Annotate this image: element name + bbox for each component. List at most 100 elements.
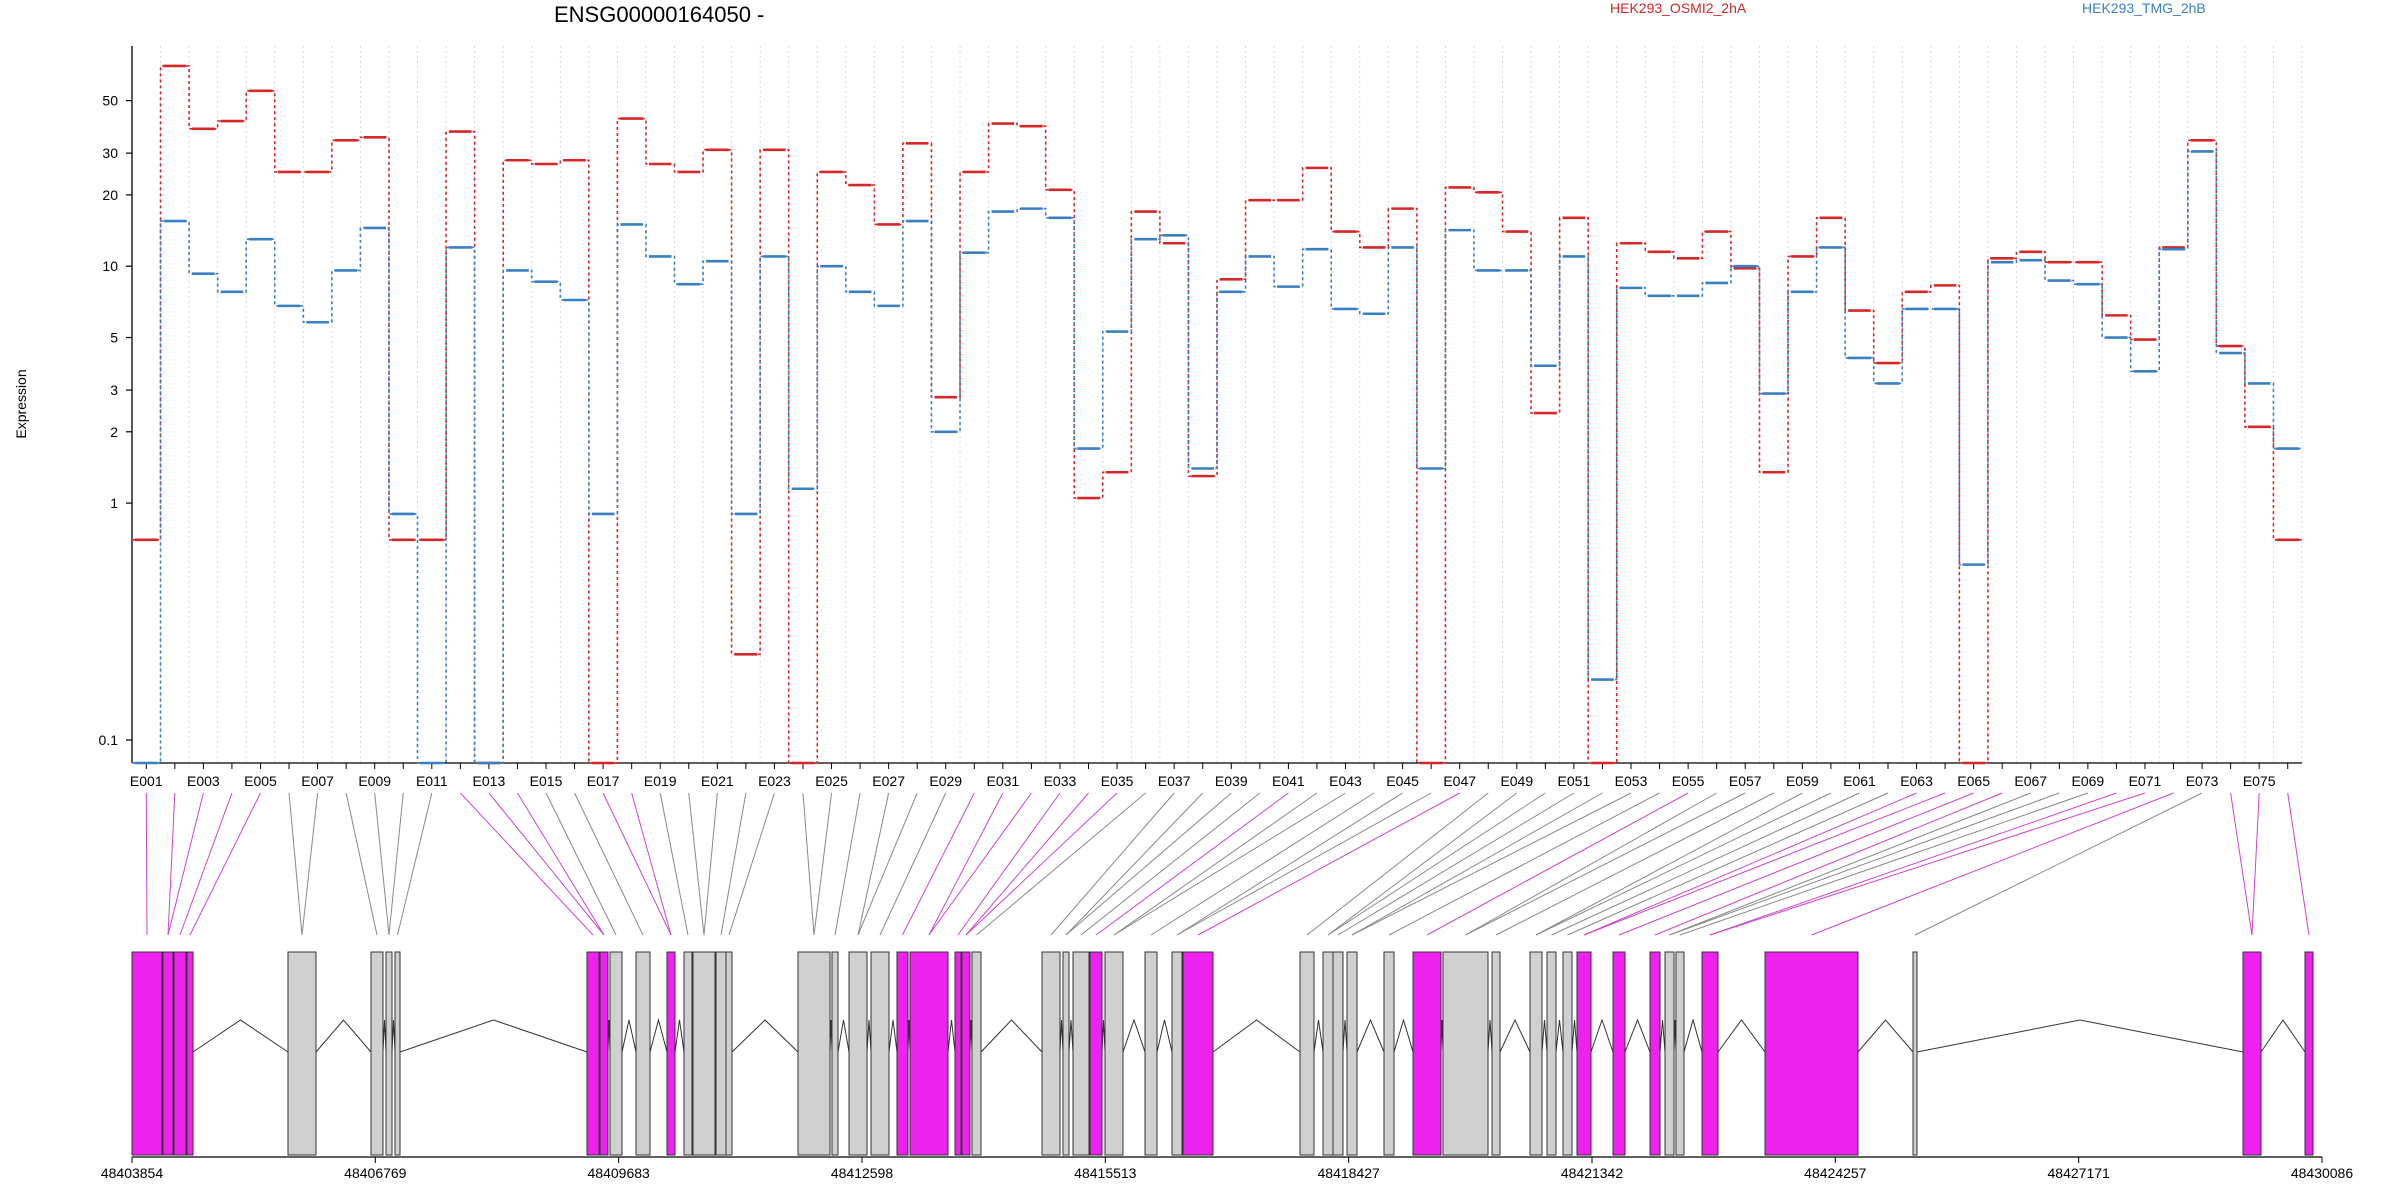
exon-connector	[902, 792, 975, 936]
exon-label: E053	[1615, 773, 1648, 789]
intron-line	[888, 1019, 898, 1053]
exon-block	[1104, 951, 1124, 1156]
exon-connector	[1080, 792, 1261, 936]
exon-connectors	[145, 792, 2310, 936]
exon-connector	[2251, 792, 2260, 936]
y-axis-label: Expression	[13, 369, 29, 438]
intron-line	[1342, 1019, 1348, 1053]
exon-block	[848, 951, 868, 1156]
exon-block	[1144, 951, 1158, 1156]
intron-line	[315, 1019, 372, 1053]
exon-connector	[397, 792, 433, 936]
exon-connector	[1050, 792, 1175, 936]
exon-block-highlighted	[961, 951, 971, 1156]
exon-label: E037	[1158, 773, 1191, 789]
intron-line	[1717, 1019, 1766, 1053]
exon-block	[797, 951, 831, 1156]
exon-connector	[879, 792, 947, 936]
exon-connector	[1583, 792, 1917, 936]
exon-label: E029	[929, 773, 962, 789]
exon-block-highlighted	[586, 951, 600, 1156]
exon-connector	[374, 792, 390, 936]
exon-label: E059	[1786, 773, 1819, 789]
exon-block-highlighted	[1701, 951, 1719, 1156]
exon-connector	[1113, 792, 1318, 936]
exon-connector	[179, 792, 233, 936]
exon-connector	[1465, 792, 1746, 936]
exon-label: E047	[1443, 773, 1476, 789]
exon-connector	[957, 792, 1061, 936]
exon-block	[1529, 951, 1543, 1156]
exon-block	[1322, 951, 1334, 1156]
exon-block-highlighted	[1576, 951, 1592, 1156]
exon-block	[1299, 951, 1315, 1156]
genomic-tick-label: 48427171	[2048, 1165, 2111, 1181]
exon-block-highlighted	[599, 951, 609, 1156]
exon-block-highlighted	[173, 951, 187, 1156]
exon-connector	[728, 792, 775, 936]
intron-line	[1212, 1019, 1301, 1053]
exon-connector	[545, 792, 617, 936]
intron-line	[1683, 1018, 1703, 1053]
axes: 0.1 1 2 3 5 10 20 30 50 E001 E003 E005 E007 E009 E011 E…	[99, 46, 2302, 789]
exon-block-highlighted	[666, 951, 676, 1156]
intron-line	[947, 1019, 956, 1053]
exon-label: E025	[815, 773, 848, 789]
exon-label: E051	[1558, 773, 1591, 789]
exon-connector	[602, 792, 672, 936]
series-lines	[132, 64, 2302, 765]
exon-block	[1332, 951, 1344, 1156]
exon-connector	[145, 792, 148, 936]
exon-block	[394, 951, 401, 1156]
exon-label: E023	[758, 773, 791, 789]
exon-connector	[189, 792, 261, 936]
exon-block	[1546, 951, 1557, 1156]
exon-label: E019	[644, 773, 677, 789]
exon-connector	[659, 792, 689, 936]
exon-connector	[1535, 792, 1803, 936]
exon-connector	[1495, 792, 1775, 936]
exon-connector	[1065, 792, 1232, 936]
exon-block-highlighted	[131, 951, 163, 1156]
exon-connector	[1618, 792, 1974, 936]
intron-line	[866, 1019, 872, 1053]
exon-label: E057	[1729, 773, 1762, 789]
exon-connector	[1095, 792, 1289, 936]
exon-block-highlighted	[954, 951, 962, 1156]
exon-connector	[1327, 792, 1546, 936]
exon-connector	[1113, 792, 1346, 936]
exon-block	[692, 951, 716, 1156]
exon-block	[831, 951, 839, 1156]
exon-block	[635, 951, 651, 1156]
exon-block	[370, 951, 384, 1156]
exon-block	[1041, 951, 1061, 1156]
intron-line	[731, 1019, 799, 1053]
exon-label: E031	[987, 773, 1020, 789]
exon-block-highlighted	[1612, 951, 1626, 1156]
intron-line	[192, 1019, 289, 1053]
intron-line	[1356, 1018, 1385, 1053]
intron-line	[1541, 1019, 1548, 1053]
exon-connector	[1709, 792, 2146, 936]
exon-connector	[1327, 792, 1518, 936]
exon-connector	[631, 792, 672, 936]
exon-connector	[517, 792, 605, 936]
exon-block-highlighted	[2242, 951, 2262, 1156]
exon-connector	[1669, 792, 2060, 936]
genomic-tick-label: 48406769	[344, 1165, 407, 1181]
exon-label: E007	[301, 773, 334, 789]
exon-connector	[857, 792, 918, 936]
exon-connector	[802, 792, 815, 936]
exon-block	[1062, 951, 1070, 1156]
exon-connector	[928, 792, 1032, 936]
intron-line	[621, 1019, 637, 1053]
intron-line	[1313, 1019, 1324, 1053]
exon-label: E049	[1500, 773, 1533, 789]
exon-block	[715, 951, 727, 1156]
exon-connector	[1065, 792, 1204, 936]
exon-block	[683, 951, 693, 1156]
exon-connector	[2287, 792, 2310, 936]
exon-label: E013	[473, 773, 506, 789]
intron-line	[1487, 1019, 1493, 1053]
exon-connector	[813, 792, 833, 936]
